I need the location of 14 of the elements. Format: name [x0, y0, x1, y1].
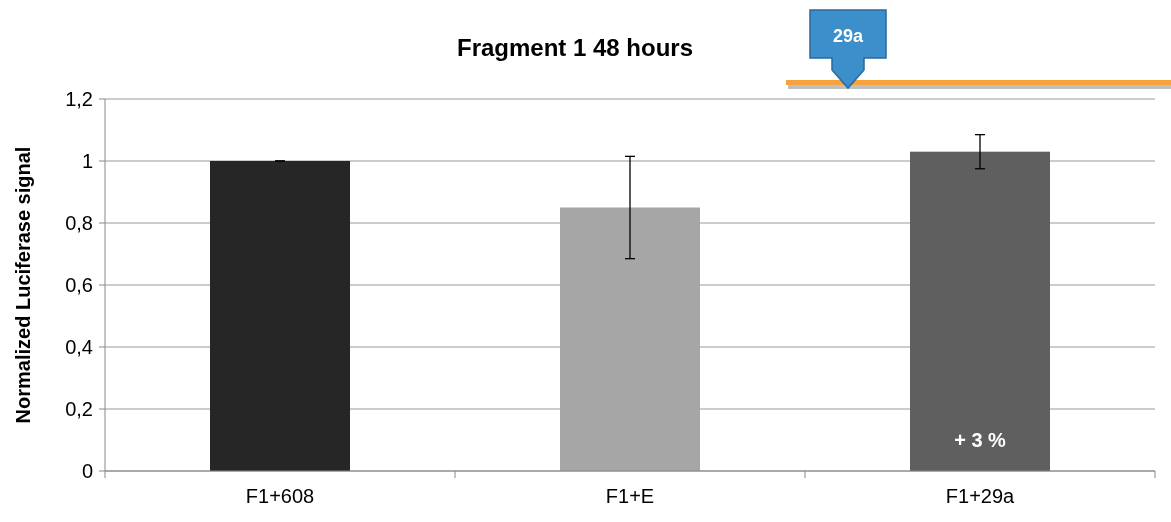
y-tick-label: 0 — [81, 460, 93, 482]
text: 29a — [832, 26, 864, 47]
y-axis-title: Normalized Luciferase signal — [12, 146, 34, 424]
x-tick-label: F1+608 — [245, 485, 315, 507]
x-tick-label: F1+29a — [945, 485, 1016, 507]
y-tick-label: 0,6 — [65, 274, 93, 296]
x-tick-label: F1+E — [605, 485, 655, 507]
annotation: + 3 % — [954, 429, 1007, 451]
chart-title: Fragment 1 48 hours — [456, 34, 694, 61]
y-tick-label: 1,2 — [65, 88, 93, 110]
y-tick-label: 0,4 — [65, 336, 93, 358]
y-tick-label: 0,8 — [65, 212, 93, 234]
y-tick-label: 0,2 — [65, 398, 93, 420]
y-tick-label: 1 — [81, 150, 93, 172]
